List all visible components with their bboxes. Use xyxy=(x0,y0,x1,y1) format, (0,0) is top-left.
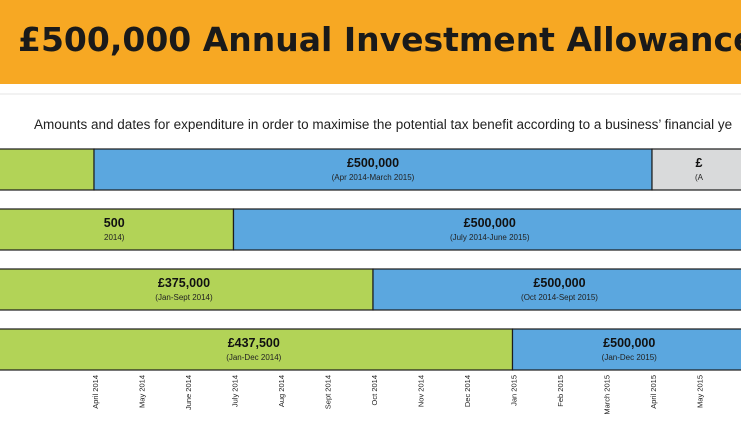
segment-amount-label: £500,000 xyxy=(464,216,516,230)
x-tick-label: June 2014 xyxy=(184,375,193,410)
segment-amount-label: £375,000 xyxy=(158,276,210,290)
x-tick-label: Oct 2014 xyxy=(370,375,379,405)
x-tick-label: March 2015 xyxy=(603,375,612,415)
bar-segment-3-2 xyxy=(372,268,741,311)
segment-period-label: (Apr 2014-March 2015) xyxy=(332,173,415,182)
segment-amount-label: £437,500 xyxy=(228,336,280,350)
x-tick-label: July 2014 xyxy=(231,375,240,407)
x-tick-label: Aug 2014 xyxy=(277,375,286,407)
x-tick-label: Jan 2015 xyxy=(510,375,519,406)
segment-period-label: (July 2014-June 2015) xyxy=(450,233,530,242)
segment-period-label: (A xyxy=(695,173,704,182)
bar-segment-3-1 xyxy=(0,268,374,311)
segment-amount-label: 500 xyxy=(104,216,125,230)
segment-period-label: (Oct 2014-Sept 2015) xyxy=(521,293,598,302)
chart-subtitle: Amounts and dates for expenditure in ord… xyxy=(34,117,733,132)
segment-amount-label: £500,000 xyxy=(347,156,399,170)
x-tick-label: April 2015 xyxy=(649,375,658,409)
title-banner: £500,000 Annual Investment Allowance xyxy=(0,0,741,84)
bar-segment-1-3 xyxy=(651,148,741,191)
segment-period-label: (Jan-Dec 2014) xyxy=(226,353,281,362)
segment-amount-label: £500,000 xyxy=(603,336,655,350)
x-tick-label: May 2015 xyxy=(696,375,705,408)
timeline-row-2: 500 2014) £500,000 (July 2014-June 2015) xyxy=(0,208,741,251)
x-tick-label: Nov 2014 xyxy=(417,375,426,407)
x-tick-label: May 2014 xyxy=(138,375,147,408)
page-title: £500,000 Annual Investment Allowance xyxy=(18,20,741,59)
segment-period-label: (Jan-Sept 2014) xyxy=(155,293,213,302)
x-tick-label: Dec 2014 xyxy=(463,375,472,407)
timeline-row-4: £437,500 (Jan-Dec 2014) £500,000 (Jan-Dec 2… xyxy=(0,328,741,371)
x-tick-label: Sept 2014 xyxy=(324,375,333,409)
segment-amount-label: £500,000 xyxy=(533,276,585,290)
bar-segment-4-2 xyxy=(511,328,741,371)
bar-segment-4-1 xyxy=(0,328,514,371)
bar-segment-1-2 xyxy=(93,148,653,191)
segment-period-label: (Jan-Dec 2015) xyxy=(602,353,657,362)
bar-segment-1-1 xyxy=(0,148,95,191)
bar-segment-2-2 xyxy=(232,208,741,251)
segment-amount-label: £ xyxy=(696,156,703,170)
x-tick-label: April 2014 xyxy=(91,375,100,409)
x-tick-label: Feb 2015 xyxy=(556,375,565,407)
timeline-row-3: £375,000 (Jan-Sept 2014) £500,000 (Oct 2014… xyxy=(0,268,741,311)
timeline-row-1: £500,000 (Apr 2014-March 2015) £ (A xyxy=(0,148,741,191)
segment-period-label: 2014) xyxy=(104,233,125,242)
